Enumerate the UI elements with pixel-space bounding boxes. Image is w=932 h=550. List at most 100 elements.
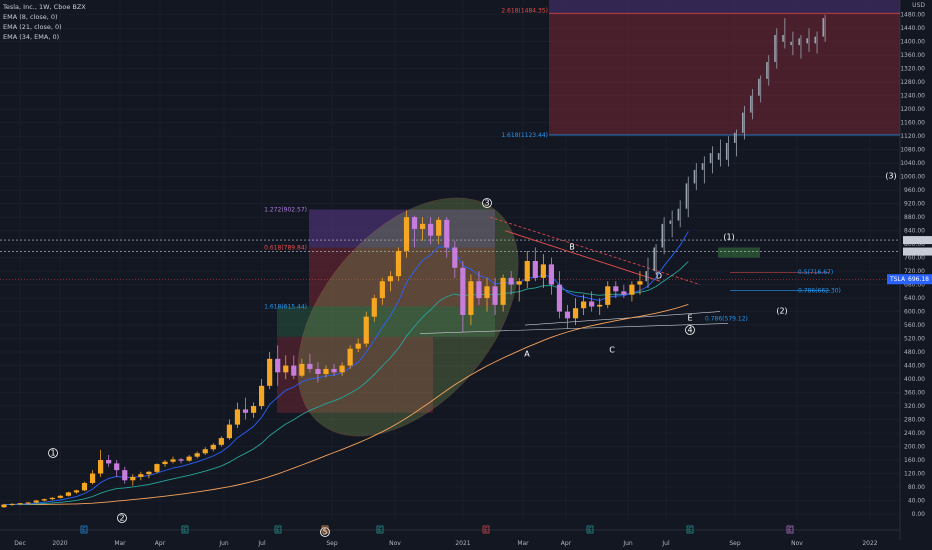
candle-body[interactable] [572,308,579,319]
event-marker[interactable] [321,525,329,534]
candle-body[interactable] [420,223,426,229]
candle-body[interactable] [154,464,160,472]
candle-body[interactable] [540,264,546,278]
candle-body[interactable] [645,271,647,282]
candle-body[interactable] [98,460,104,474]
candle-body[interactable] [750,95,752,113]
candle-body[interactable] [685,183,688,209]
legend-ema8[interactable]: EMA (8, close, 0) [3,13,58,21]
candle-body[interactable] [355,343,361,349]
candle-body[interactable] [693,169,696,184]
candle-body[interactable] [81,482,88,491]
candle-body[interactable] [138,474,144,477]
candle-body[interactable] [89,473,96,483]
candle-body[interactable] [556,284,563,312]
candle-body[interactable] [669,220,672,224]
candle-body[interactable] [436,219,442,236]
candle-body[interactable] [709,153,712,164]
candle-body[interactable] [806,38,808,44]
candle-body[interactable] [259,385,265,407]
candle-body[interactable] [822,18,825,37]
candle-body[interactable] [581,301,587,309]
candle-body[interactable] [725,142,728,160]
candle-body[interactable] [379,281,385,299]
candle-body[interactable] [613,286,619,292]
candle-body[interactable] [621,291,627,295]
candle-body[interactable] [33,500,39,503]
candle-body[interactable] [782,34,784,42]
candle-body[interactable] [25,502,31,504]
candle-body[interactable] [484,286,490,299]
candle-body[interactable] [49,497,55,500]
candle-body[interactable] [403,217,410,251]
candle-body[interactable] [9,503,15,505]
legend-ema34[interactable]: EMA (34, EMA, 0) [3,33,60,41]
event-marker[interactable] [376,525,384,534]
candle-body[interactable] [186,456,192,461]
candle-body[interactable] [347,348,353,366]
candle-body[interactable] [524,261,530,282]
candle-body[interactable] [106,460,112,464]
candle-body[interactable] [508,277,514,285]
candle-body[interactable] [798,38,800,46]
candle-body[interactable] [500,277,506,305]
candle-body[interactable] [387,276,393,282]
candle-body[interactable] [605,286,611,305]
candle-body[interactable] [444,219,450,248]
candle-body[interactable] [331,368,337,373]
candle-body[interactable] [242,409,249,413]
legend-ema21[interactable]: EMA (21, close, 0) [3,23,62,31]
candle-body[interactable] [758,78,760,96]
candle-body[interactable] [460,267,466,315]
candle-body[interactable] [742,112,744,133]
candle-body[interactable] [307,363,313,369]
candle-body[interactable] [363,316,369,344]
candle-body[interactable] [250,406,257,413]
price-tag[interactable] [887,274,932,285]
candle-body[interactable] [130,476,136,481]
candle-body[interactable] [114,463,120,471]
candle-body[interactable] [275,358,281,373]
candle-body[interactable] [717,153,720,160]
candle-body[interactable] [1,504,7,508]
candle-body[interactable] [57,495,63,498]
event-marker[interactable] [482,525,490,534]
candle-body[interactable] [73,490,80,493]
candle-body[interactable] [371,298,377,317]
candle-body[interactable] [315,368,321,375]
candle-body[interactable] [194,453,200,457]
candle-body[interactable] [299,363,305,376]
candle-body[interactable] [629,284,635,295]
candle-body[interactable] [210,444,216,450]
candle-body[interactable] [468,281,474,315]
candle-body[interactable] [202,449,208,454]
candle-body[interactable] [677,208,680,221]
candle-body[interactable] [516,281,522,285]
legend-title[interactable]: Tesla, Inc., 1W, Cboe BZX [3,3,86,11]
candle-body[interactable] [733,132,736,143]
candle-body[interactable] [170,459,176,462]
event-marker[interactable] [274,525,282,534]
candle-body[interactable] [653,247,656,272]
candle-body[interactable] [291,365,297,376]
candle-body[interactable] [323,368,329,375]
candle-body[interactable] [766,61,768,79]
candle-body[interactable] [283,365,289,373]
candle-body[interactable] [701,163,704,170]
event-marker[interactable] [786,525,794,534]
candle-body[interactable] [339,365,345,373]
candle-body[interactable] [532,261,538,278]
fib-box-upper[interactable] [549,13,900,136]
candle-body[interactable] [178,459,184,461]
candle-body[interactable] [476,281,482,299]
event-marker[interactable] [181,525,189,534]
candle-body[interactable] [661,223,664,248]
event-marker[interactable] [686,525,694,534]
candle-body[interactable] [267,358,273,386]
candle-body[interactable] [411,217,418,229]
candle-body[interactable] [65,492,71,496]
candle-body[interactable] [589,301,595,307]
candle-body[interactable] [146,471,152,475]
candle-body[interactable] [218,438,224,445]
